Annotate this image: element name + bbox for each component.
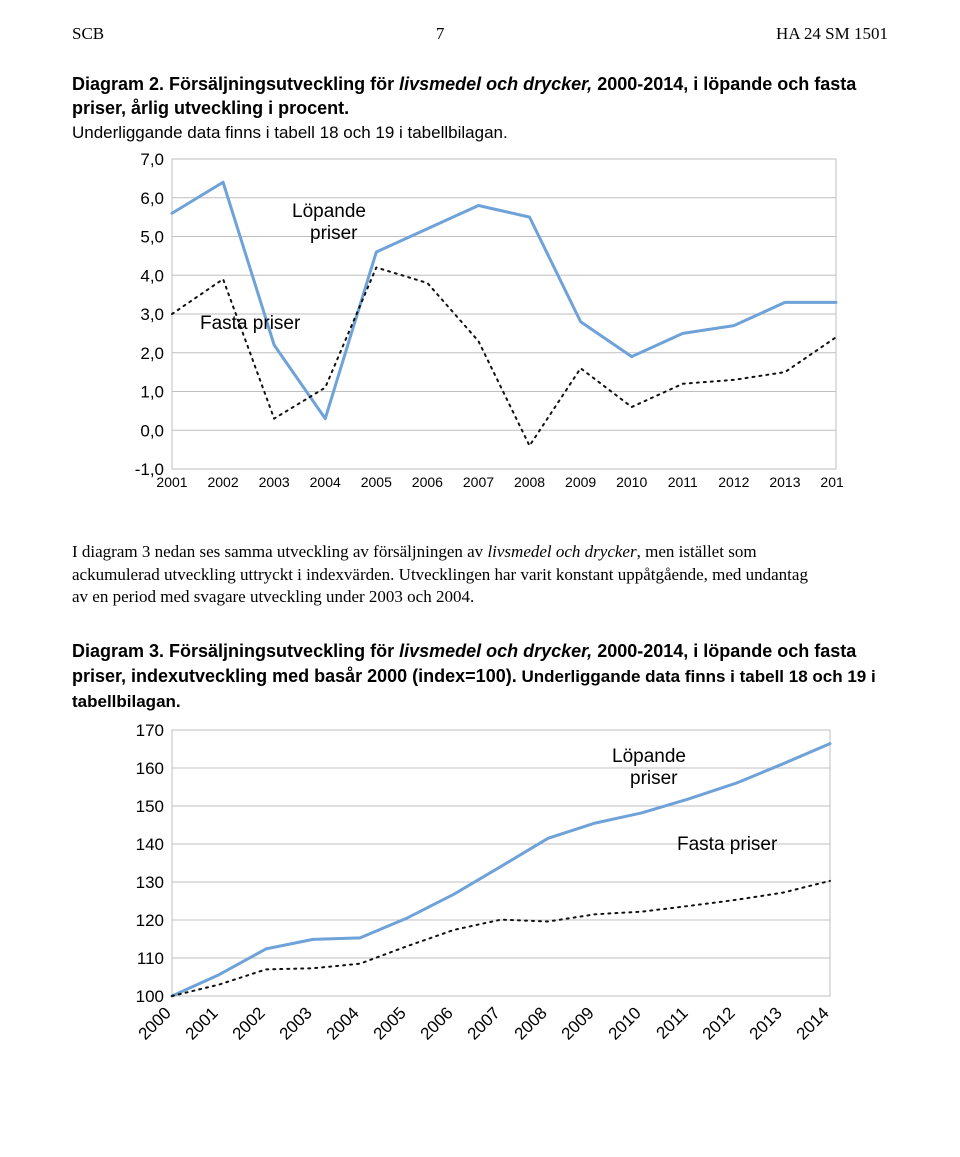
svg-text:2002: 2002 bbox=[229, 1003, 269, 1043]
svg-text:2004: 2004 bbox=[310, 474, 341, 490]
svg-text:2009: 2009 bbox=[558, 1003, 598, 1043]
svg-text:2006: 2006 bbox=[417, 1003, 457, 1043]
svg-text:2010: 2010 bbox=[616, 474, 647, 490]
body-text-a: I diagram 3 nedan ses samma utveckling a… bbox=[72, 542, 487, 561]
diagram3-svg: 100 110 120 130 140 150 160 170 2000200120022003… bbox=[120, 722, 838, 1054]
svg-text:2011: 2011 bbox=[653, 1003, 692, 1042]
header-left: SCB bbox=[72, 24, 104, 44]
svg-text:120: 120 bbox=[136, 911, 164, 930]
diagram3-title-italic: livsmedel och drycker, bbox=[399, 641, 592, 661]
diagram3-title: Diagram 3. Försäljningsutveckling för li… bbox=[72, 639, 888, 713]
svg-text:2013: 2013 bbox=[769, 474, 800, 490]
diagram3-title-prefix: Diagram 3. Försäljningsutveckling för bbox=[72, 641, 399, 661]
svg-text:Löpande: Löpande bbox=[612, 746, 686, 767]
svg-text:2013: 2013 bbox=[746, 1003, 786, 1043]
page: SCB 7 HA 24 SM 1501 Diagram 2. Försäljni… bbox=[0, 0, 960, 1094]
svg-text:160: 160 bbox=[136, 759, 164, 778]
svg-text:2005: 2005 bbox=[370, 1003, 410, 1043]
svg-text:2006: 2006 bbox=[412, 474, 443, 490]
body-text-italic: livsmedel och drycker bbox=[487, 542, 636, 561]
svg-text:Fasta priser: Fasta priser bbox=[200, 313, 301, 334]
svg-text:130: 130 bbox=[136, 873, 164, 892]
svg-text:100: 100 bbox=[136, 987, 164, 1006]
svg-text:Fasta priser: Fasta priser bbox=[677, 834, 778, 855]
diagram2-title-prefix: Diagram 2. Försäljningsutveckling för bbox=[72, 74, 399, 94]
svg-text:Löpande: Löpande bbox=[292, 201, 366, 222]
svg-text:2004: 2004 bbox=[323, 1003, 363, 1043]
body-paragraph: I diagram 3 nedan ses samma utveckling a… bbox=[72, 541, 812, 610]
svg-text:2014: 2014 bbox=[793, 1003, 833, 1043]
svg-text:2009: 2009 bbox=[565, 474, 596, 490]
svg-text:4,0: 4,0 bbox=[140, 266, 164, 285]
diagram2-title-italic: livsmedel och drycker, bbox=[399, 74, 592, 94]
svg-text:2000: 2000 bbox=[135, 1003, 175, 1043]
header-right: HA 24 SM 1501 bbox=[776, 24, 888, 44]
svg-text:2008: 2008 bbox=[514, 474, 545, 490]
header-center: 7 bbox=[436, 24, 445, 44]
svg-text:2007: 2007 bbox=[464, 1003, 504, 1043]
diagram2-title: Diagram 2. Försäljningsutveckling för li… bbox=[72, 72, 888, 121]
diagram2-subtitle: Underliggande data finns i tabell 18 och… bbox=[72, 123, 888, 143]
page-header: SCB 7 HA 24 SM 1501 bbox=[72, 24, 888, 44]
svg-text:2002: 2002 bbox=[207, 474, 238, 490]
svg-text:2003: 2003 bbox=[276, 1003, 316, 1043]
svg-text:5,0: 5,0 bbox=[140, 227, 164, 246]
svg-text:2003: 2003 bbox=[259, 474, 290, 490]
svg-text:1,0: 1,0 bbox=[140, 382, 164, 401]
svg-text:priser: priser bbox=[310, 223, 358, 244]
svg-text:2005: 2005 bbox=[361, 474, 392, 490]
diagram2-chart: -1,00,01,02,03,04,05,06,07,0200120022003… bbox=[120, 151, 888, 491]
svg-text:2001: 2001 bbox=[182, 1003, 222, 1043]
svg-text:2011: 2011 bbox=[668, 474, 698, 490]
svg-text:2014: 2014 bbox=[820, 474, 844, 490]
svg-text:3,0: 3,0 bbox=[140, 305, 164, 324]
svg-text:140: 140 bbox=[136, 835, 164, 854]
svg-text:2001: 2001 bbox=[156, 474, 187, 490]
svg-text:2010: 2010 bbox=[605, 1003, 645, 1043]
svg-text:2012: 2012 bbox=[699, 1003, 739, 1043]
svg-text:0,0: 0,0 bbox=[140, 421, 164, 440]
svg-text:150: 150 bbox=[136, 797, 164, 816]
svg-text:2012: 2012 bbox=[718, 474, 749, 490]
svg-text:2007: 2007 bbox=[463, 474, 494, 490]
svg-text:6,0: 6,0 bbox=[140, 188, 164, 207]
svg-text:170: 170 bbox=[136, 722, 164, 740]
diagram2-svg: -1,00,01,02,03,04,05,06,07,0200120022003… bbox=[120, 151, 844, 491]
svg-text:7,0: 7,0 bbox=[140, 151, 164, 169]
diagram3-chart: 100 110 120 130 140 150 160 170 2000200120022003… bbox=[120, 722, 888, 1054]
svg-text:2,0: 2,0 bbox=[140, 343, 164, 362]
svg-text:priser: priser bbox=[630, 768, 678, 789]
svg-text:2008: 2008 bbox=[511, 1003, 551, 1043]
svg-text:110: 110 bbox=[137, 949, 164, 968]
